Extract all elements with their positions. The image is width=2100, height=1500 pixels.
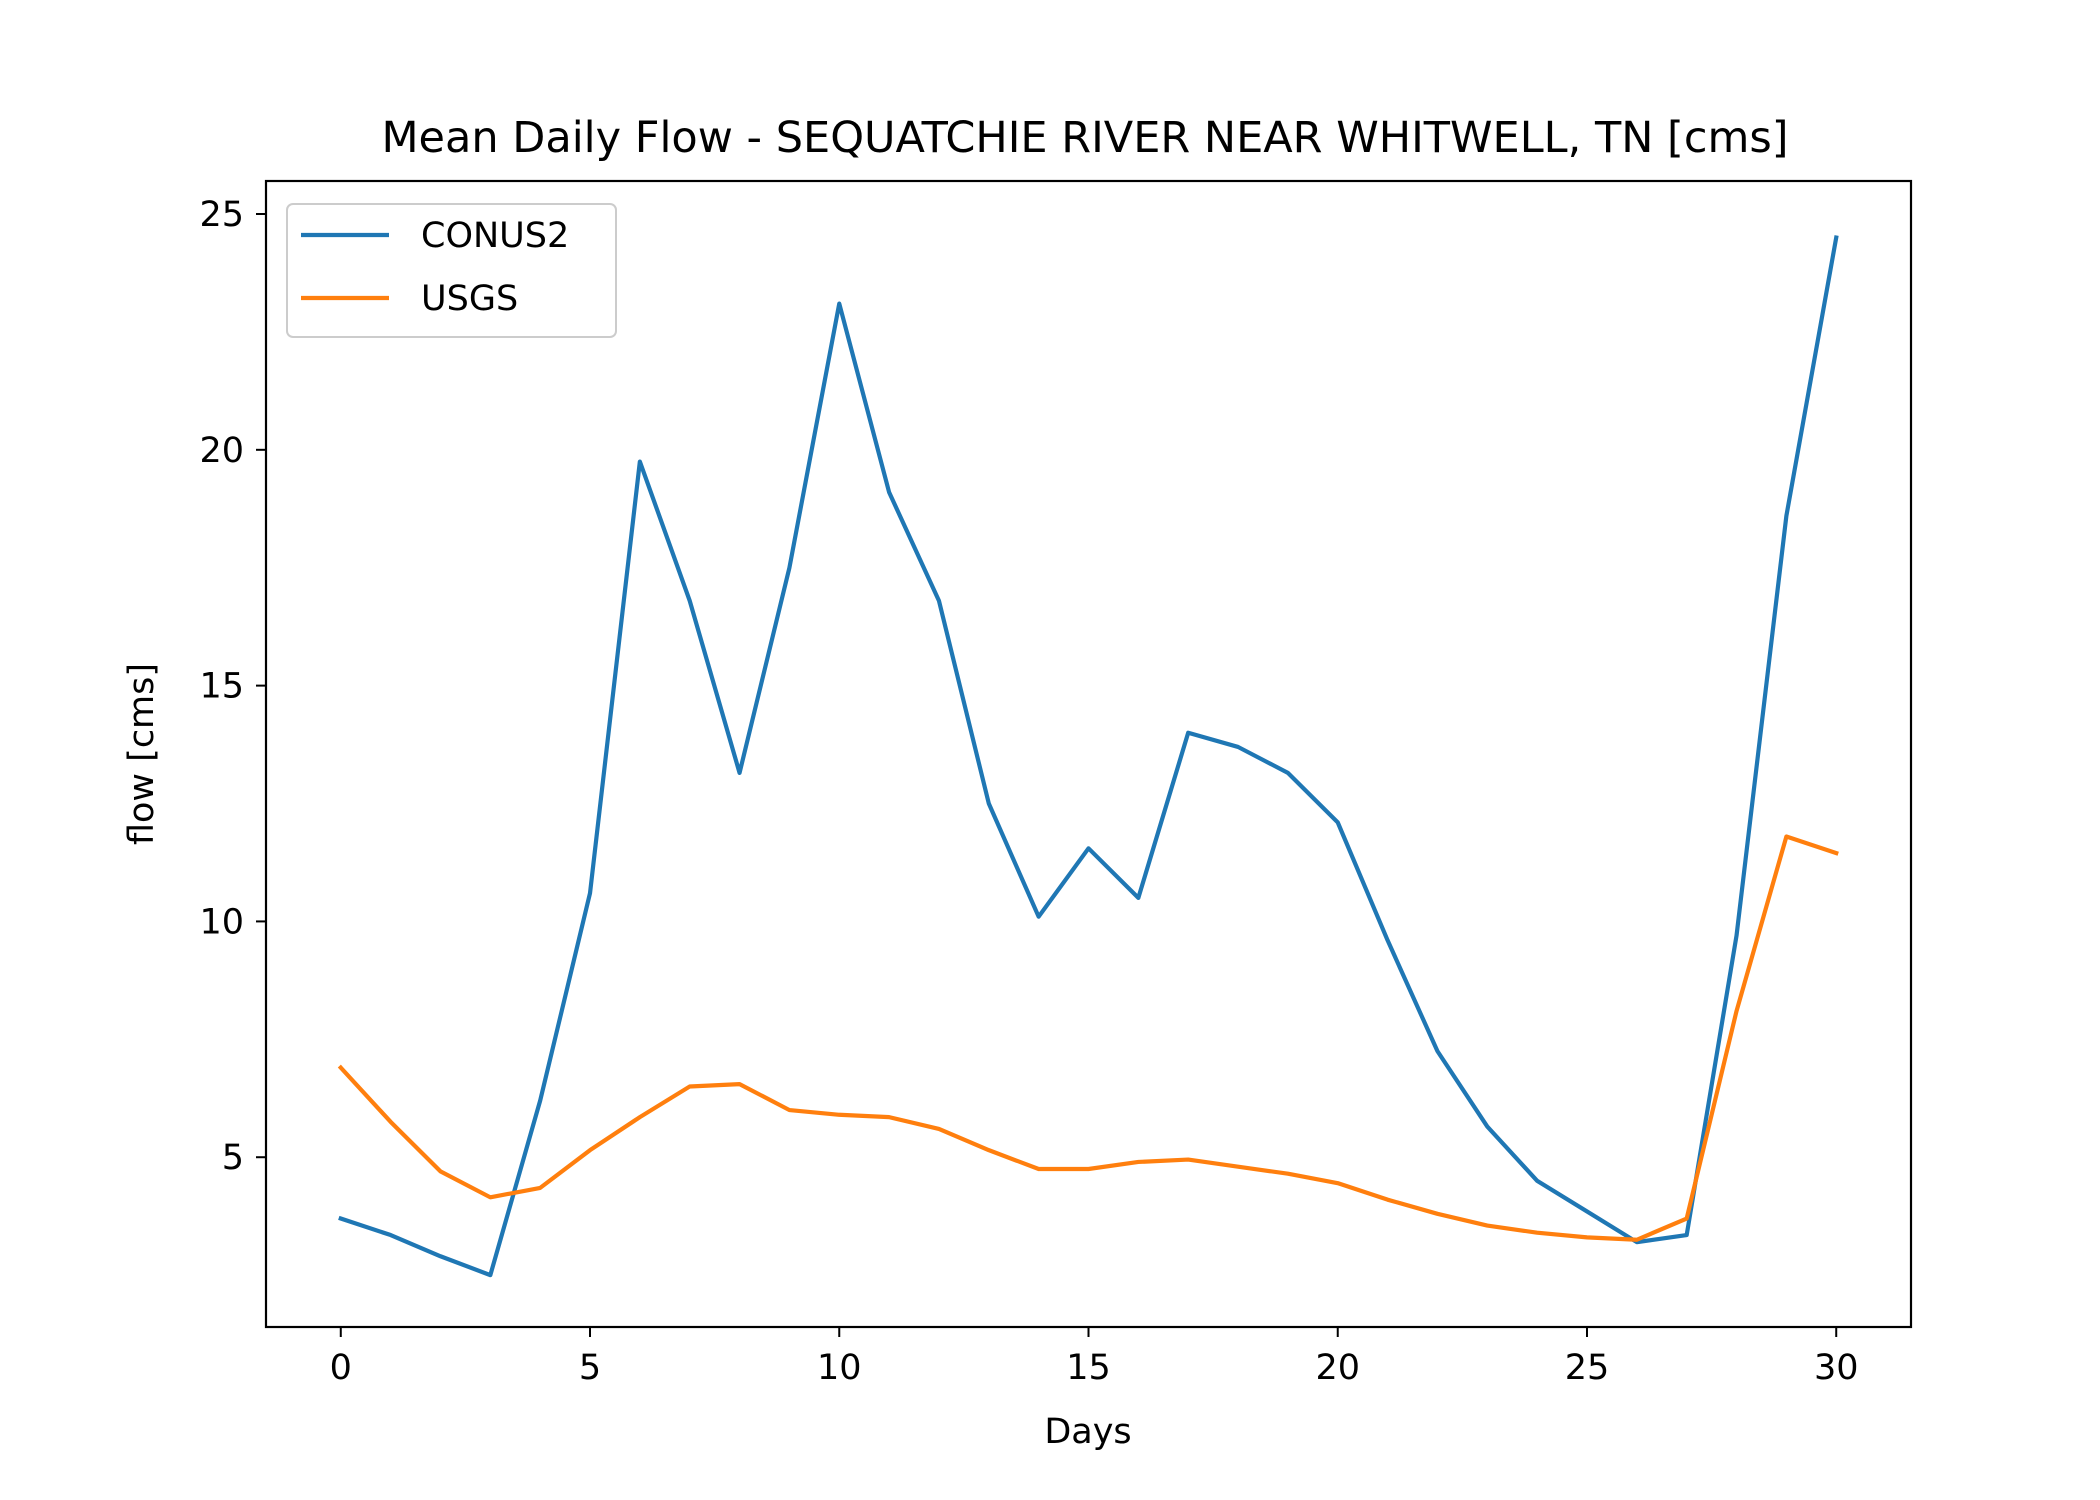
y-tick-label: 10 (199, 902, 244, 942)
y-tick-label: 5 (222, 1138, 244, 1178)
legend-label-conus2: CONUS2 (421, 216, 569, 256)
legend-entries: CONUS2 USGS (301, 216, 569, 319)
legend-box (286, 203, 617, 338)
x-tick-label: 20 (1315, 1348, 1360, 1388)
x-tick-label: 5 (579, 1348, 601, 1388)
x-tick-label: 25 (1565, 1348, 1610, 1388)
series-layer (337, 235, 1839, 1278)
plot-area (337, 235, 1839, 1278)
legend-label-usgs: USGS (421, 279, 518, 319)
y-axis-label: flow [cms] (122, 663, 162, 845)
x-tick-label: 15 (1066, 1348, 1111, 1388)
series-line-conus2 (338, 235, 1839, 1278)
x-tick-label: 10 (817, 1348, 862, 1388)
x-axis-ticks: 0 5 10 15 20 25 30 (330, 1327, 1859, 1388)
y-axis-ticks: 5 10 15 20 25 (199, 195, 266, 1178)
series-line-usgs (337, 834, 1839, 1242)
chart-title: Mean Daily Flow - SEQUATCHIE RIVER NEAR … (381, 113, 1788, 163)
x-tick-label: 0 (330, 1348, 352, 1388)
y-tick-label: 20 (199, 431, 244, 471)
x-tick-label: 30 (1814, 1348, 1859, 1388)
legend: CONUS2 USGS (286, 203, 617, 338)
x-axis-label: Days (1044, 1412, 1131, 1452)
y-tick-label: 25 (199, 195, 244, 235)
y-tick-label: 15 (199, 667, 244, 707)
